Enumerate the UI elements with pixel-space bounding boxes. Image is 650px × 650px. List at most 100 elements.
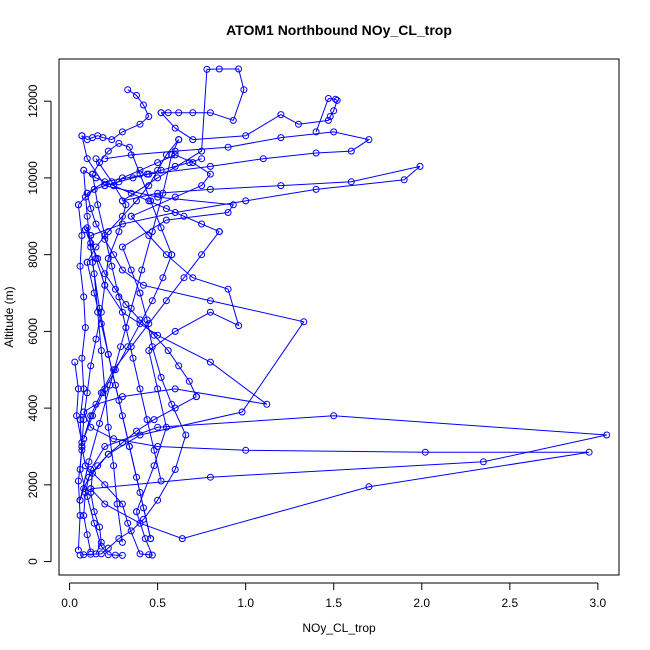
- data-point: [162, 297, 170, 305]
- data-point: [118, 439, 126, 447]
- data-point: [148, 343, 156, 351]
- data-point: [71, 358, 79, 366]
- data-point: [150, 331, 158, 339]
- data-point: [76, 496, 84, 504]
- data-point: [133, 427, 140, 435]
- data-point: [101, 270, 109, 278]
- data-point: [83, 212, 91, 220]
- data-point: [171, 466, 179, 473]
- data-point: [147, 197, 155, 205]
- data-point: [140, 281, 147, 289]
- data-point: [118, 500, 126, 508]
- data-point: [101, 232, 109, 239]
- data-point: [263, 400, 271, 408]
- data-point: [330, 107, 338, 115]
- data-point: [145, 320, 153, 328]
- data-point: [83, 224, 91, 232]
- data-point: [118, 243, 126, 251]
- data-point: [97, 550, 105, 558]
- data-point: [92, 335, 100, 343]
- data-point: [333, 96, 341, 104]
- data-point: [168, 400, 176, 408]
- data-point: [118, 551, 126, 559]
- data-point: [365, 483, 373, 491]
- data-point: [94, 201, 102, 209]
- data-point: [150, 446, 158, 454]
- data-point: [92, 155, 100, 163]
- x-axis: 0.0 0.5 1.0 1.5 2.0 2.5 3.0: [61, 582, 607, 610]
- data-point: [136, 519, 144, 527]
- series-3: [78, 86, 153, 144]
- data-point: [138, 266, 146, 274]
- data-point: [104, 450, 112, 458]
- data-point: [80, 385, 88, 393]
- data-point: [122, 301, 130, 308]
- data-point: [118, 412, 126, 420]
- data-point: [145, 113, 153, 120]
- series-line: [86, 139, 180, 263]
- data-point: [229, 116, 237, 124]
- data-point: [585, 448, 593, 456]
- series-30: [89, 170, 165, 485]
- data-point: [198, 147, 206, 155]
- data-point: [115, 293, 123, 301]
- data-point: [92, 243, 100, 251]
- data-point: [133, 197, 140, 205]
- x-tick-label: 3.0: [590, 596, 607, 610]
- data-point: [108, 262, 116, 270]
- data-point: [145, 232, 153, 239]
- data-point: [189, 274, 197, 282]
- data-point: [206, 109, 214, 117]
- data-point: [110, 435, 118, 443]
- data-point: [104, 255, 112, 262]
- data-point: [164, 347, 172, 355]
- data-point: [157, 477, 165, 485]
- data-point: [603, 431, 611, 439]
- data-point: [83, 389, 91, 397]
- data-point: [277, 182, 285, 190]
- data-point: [101, 443, 109, 450]
- data-point: [124, 519, 132, 527]
- data-point: [80, 551, 88, 559]
- x-tick-label: 1.5: [325, 596, 342, 610]
- data-point: [80, 512, 88, 519]
- data-point: [85, 473, 93, 481]
- data-point: [143, 416, 151, 424]
- series-line: [80, 292, 187, 556]
- data-point: [94, 255, 102, 262]
- data-point: [206, 358, 214, 366]
- data-point: [157, 109, 165, 117]
- data-point: [99, 134, 107, 142]
- data-point: [85, 458, 93, 466]
- data-point: [206, 297, 214, 305]
- data-point: [145, 182, 153, 190]
- data-point: [136, 489, 144, 496]
- data-series: [71, 65, 611, 559]
- data-point: [122, 201, 130, 209]
- data-point: [238, 408, 246, 416]
- data-point: [154, 385, 162, 393]
- data-point: [76, 262, 84, 270]
- series-line: [81, 158, 127, 447]
- data-point: [324, 116, 332, 124]
- data-point: [175, 109, 183, 117]
- data-point: [347, 178, 355, 186]
- data-point: [136, 550, 144, 558]
- data-point: [124, 86, 132, 94]
- x-tick-label: 2.5: [501, 596, 518, 610]
- series-line: [130, 215, 240, 512]
- data-point: [127, 266, 135, 274]
- data-point: [312, 149, 320, 157]
- data-point: [115, 139, 123, 147]
- data-point: [78, 132, 86, 140]
- data-point: [347, 147, 355, 155]
- data-point: [157, 224, 165, 232]
- data-point: [118, 308, 126, 316]
- data-point: [145, 347, 153, 355]
- data-point: [136, 170, 144, 178]
- data-point: [76, 551, 84, 559]
- series-line: [92, 174, 162, 482]
- data-point: [80, 435, 88, 443]
- data-point: [74, 201, 82, 209]
